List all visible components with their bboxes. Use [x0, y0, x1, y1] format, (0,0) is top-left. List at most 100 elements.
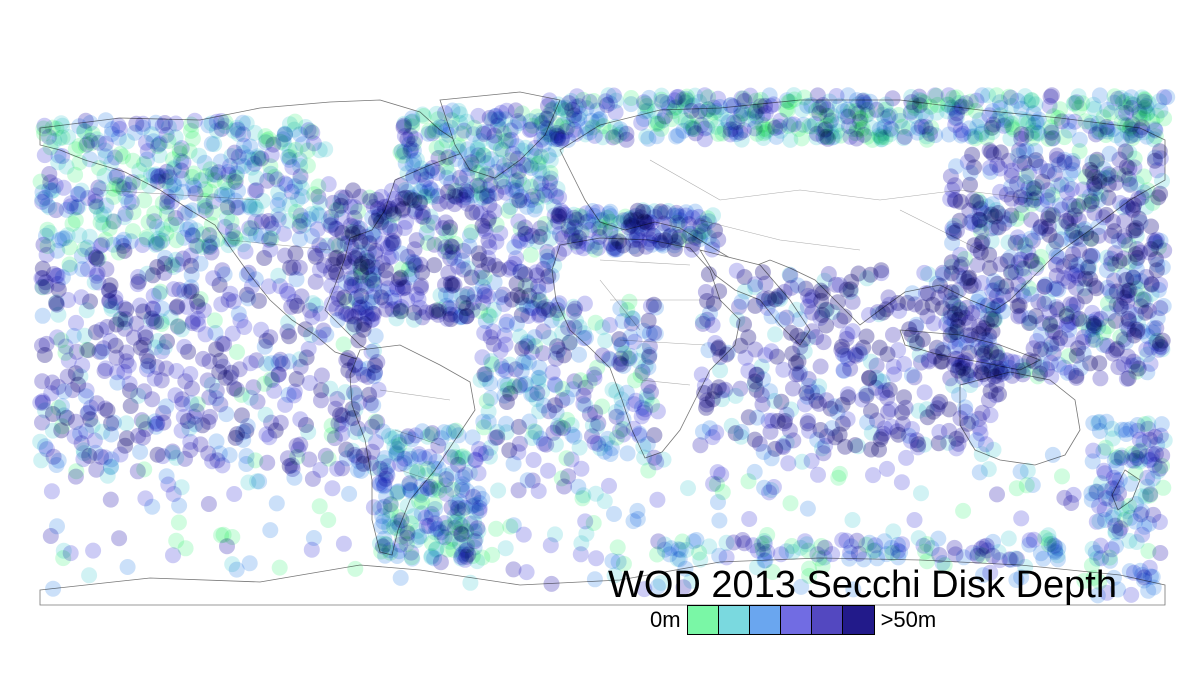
observation-point	[73, 247, 90, 264]
observation-point	[815, 334, 832, 351]
observation-point	[50, 281, 67, 298]
legend-swatch-6	[842, 606, 874, 634]
observation-point	[946, 357, 963, 373]
observation-point	[1086, 204, 1103, 221]
observation-point	[985, 273, 1002, 290]
observation-point	[170, 514, 187, 531]
observation-point	[102, 491, 119, 508]
observation-point	[323, 295, 340, 312]
observation-point	[437, 214, 454, 231]
observation-point	[588, 550, 605, 567]
observation-point	[552, 311, 569, 328]
observation-point	[982, 407, 999, 424]
observation-point	[1136, 416, 1153, 433]
observation-point	[208, 433, 225, 450]
observation-point	[872, 431, 889, 448]
observation-point	[648, 115, 664, 132]
observation-point	[613, 337, 630, 354]
observation-point	[747, 297, 764, 314]
observation-point	[830, 469, 847, 486]
observation-point	[81, 567, 98, 584]
observation-point	[817, 539, 833, 556]
depth-legend: 0m >50m	[650, 604, 936, 636]
observation-point	[775, 361, 792, 378]
observation-point	[965, 192, 981, 209]
observation-point	[206, 312, 223, 329]
observation-point	[285, 259, 302, 276]
observation-point	[824, 420, 840, 437]
observation-point	[239, 286, 255, 303]
observation-point	[948, 158, 965, 175]
observation-point	[1076, 221, 1093, 237]
observation-point	[277, 247, 293, 264]
observation-point	[696, 223, 713, 240]
observation-point	[42, 528, 59, 544]
observation-point	[469, 553, 486, 570]
observation-point	[97, 400, 114, 417]
observation-point	[65, 327, 82, 344]
observation-point	[390, 197, 407, 214]
observation-point	[1084, 248, 1101, 265]
observation-point	[981, 246, 998, 263]
observation-point	[357, 228, 374, 245]
observation-point	[405, 508, 422, 525]
observation-point	[440, 265, 457, 282]
observation-point	[228, 561, 245, 578]
observation-point	[1084, 540, 1101, 557]
observation-point	[68, 463, 85, 480]
observation-point	[555, 205, 572, 221]
observation-point	[1150, 239, 1167, 256]
observation-point	[778, 434, 795, 451]
observation-point	[280, 149, 297, 166]
observation-point	[1086, 277, 1103, 294]
observation-point	[1129, 356, 1146, 373]
observation-point	[1054, 468, 1070, 485]
observation-point	[640, 462, 657, 479]
observation-point	[1043, 339, 1060, 356]
observation-point	[575, 91, 592, 108]
observation-point	[390, 483, 407, 500]
observation-point	[140, 357, 157, 374]
observation-point	[415, 209, 432, 226]
observation-point	[799, 500, 816, 517]
observation-point	[43, 483, 60, 500]
observation-point	[531, 162, 548, 179]
observation-point	[1152, 150, 1169, 167]
observation-point	[68, 314, 84, 331]
observation-point	[171, 497, 188, 514]
observation-point	[88, 461, 105, 478]
observation-point	[87, 193, 104, 210]
observation-point	[146, 370, 163, 387]
observation-point	[798, 385, 815, 401]
observation-point	[838, 330, 855, 347]
observation-point	[335, 535, 352, 552]
observation-point	[906, 512, 923, 528]
observation-point	[822, 400, 839, 417]
observation-point	[606, 567, 623, 584]
observation-point	[607, 404, 624, 420]
observation-point	[955, 502, 972, 519]
observation-point	[327, 236, 344, 253]
observation-point	[570, 238, 587, 255]
observation-point	[276, 225, 292, 242]
observation-point	[167, 387, 184, 404]
observation-point	[33, 452, 50, 469]
observation-point	[444, 277, 461, 294]
observation-point	[50, 452, 67, 469]
observation-point	[800, 330, 817, 347]
observation-point	[1030, 293, 1047, 310]
observation-point	[893, 474, 910, 491]
observation-point	[280, 314, 297, 331]
observation-point	[974, 233, 991, 250]
observation-point	[1016, 268, 1033, 285]
observation-point	[203, 216, 220, 233]
observation-point	[324, 480, 341, 497]
observation-point	[1021, 536, 1038, 553]
observation-point	[156, 339, 173, 356]
observation-point	[197, 181, 214, 198]
observation-point	[604, 553, 621, 569]
observation-point	[475, 147, 492, 164]
observation-point	[38, 246, 55, 263]
observation-point	[507, 361, 524, 378]
observation-point	[581, 124, 598, 141]
